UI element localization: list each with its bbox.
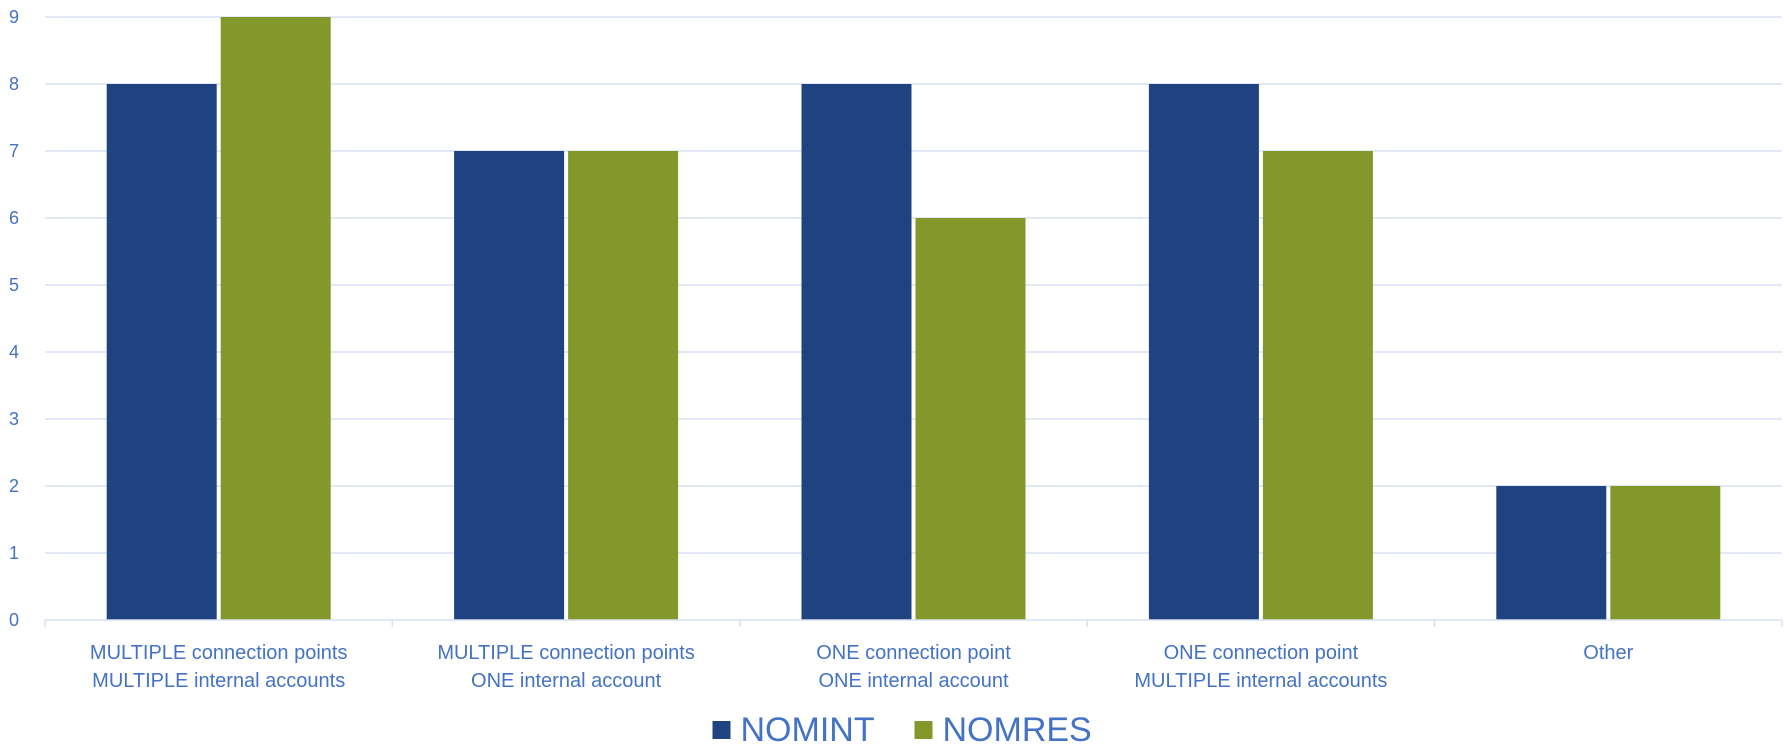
bar-nomint-3 — [1148, 84, 1259, 620]
x-category-label: MULTIPLE connection points — [437, 642, 695, 664]
x-category-label: MULTIPLE internal accounts — [92, 670, 345, 692]
y-tick-label: 0 — [9, 610, 19, 630]
x-category-label: ONE internal account — [818, 670, 1009, 692]
y-tick-label: 2 — [9, 476, 19, 496]
x-category-label: ONE internal account — [471, 670, 662, 692]
legend-label-nomres: NOMRES — [943, 711, 1092, 749]
bar-nomres-1 — [568, 151, 679, 620]
y-tick-label: 1 — [9, 543, 19, 563]
gridlines — [45, 16, 1782, 554]
y-tick-label: 7 — [9, 141, 19, 161]
y-axis-ticks: 0 1 2 3 4 5 6 7 8 9 — [9, 7, 19, 630]
bar-nomint-2 — [801, 84, 912, 620]
x-category-label: ONE connection point — [1164, 642, 1359, 664]
bar-nomint-4 — [1496, 486, 1607, 620]
y-tick-label: 5 — [9, 275, 19, 295]
bar-nomint-1 — [454, 151, 565, 620]
x-category-label: ONE connection point — [816, 642, 1011, 664]
bar-nomres-4 — [1610, 486, 1721, 620]
x-axis-labels: MULTIPLE connection points MULTIPLE inter… — [90, 642, 1634, 692]
legend-swatch-nomres — [914, 721, 933, 739]
bar-nomres-0 — [220, 17, 331, 620]
x-axis — [44, 619, 1783, 627]
y-tick-label: 9 — [9, 7, 19, 27]
x-category-label: MULTIPLE connection points — [90, 642, 348, 664]
bar-nomres-3 — [1262, 151, 1373, 620]
bar-nomint-0 — [106, 84, 217, 620]
y-tick-label: 8 — [9, 74, 19, 94]
legend-swatch-nomint — [712, 721, 731, 739]
y-tick-label: 3 — [9, 409, 19, 429]
legend: NOMINT NOMRES — [712, 711, 1092, 749]
legend-label-nomint: NOMINT — [741, 711, 875, 749]
x-category-label: Other — [1583, 642, 1633, 664]
x-category-label: MULTIPLE internal accounts — [1134, 670, 1387, 692]
y-tick-label: 6 — [9, 208, 19, 228]
bars — [106, 17, 1721, 620]
bar-nomres-2 — [915, 218, 1026, 620]
y-tick-label: 4 — [9, 342, 19, 362]
